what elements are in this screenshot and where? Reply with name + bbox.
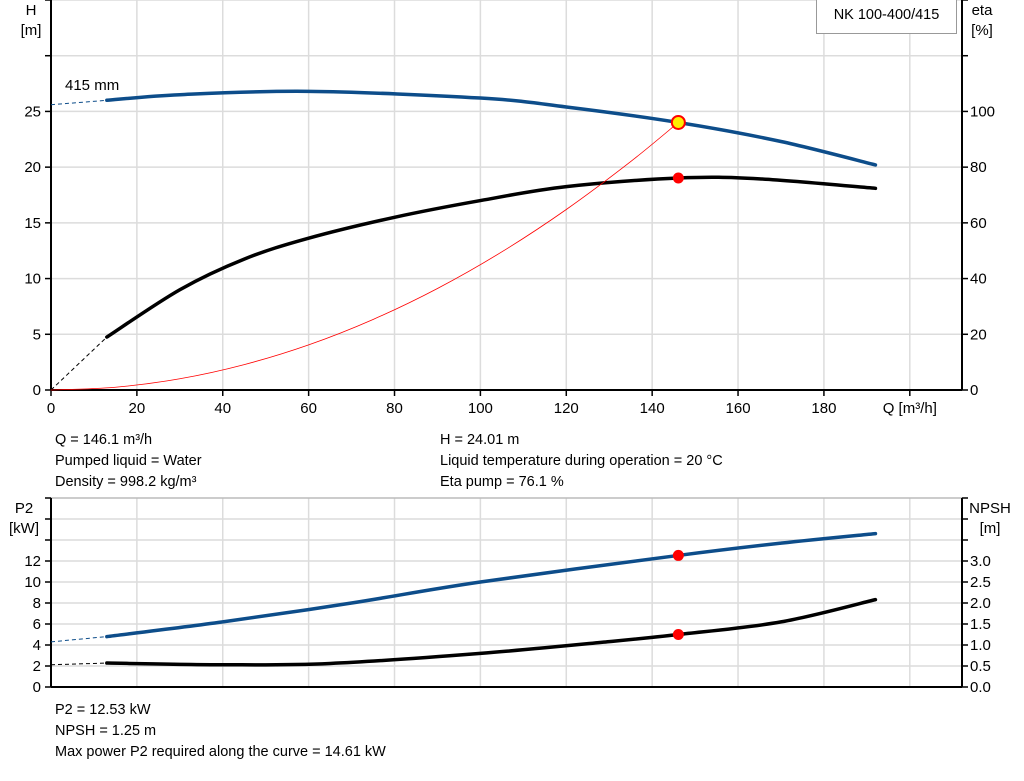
- y-tick-label-right: 2.5: [970, 574, 991, 591]
- y-axis-label-left: [m]: [21, 22, 42, 39]
- x-tick-label: 40: [214, 400, 231, 417]
- info-temperature: Liquid temperature during operation = 20…: [440, 453, 723, 469]
- impeller-diameter-label: 415 mm: [65, 77, 119, 94]
- y-tick-label-right: 60: [970, 215, 987, 232]
- y-axis-label-left: P2: [15, 500, 33, 517]
- info-liquid: Pumped liquid = Water: [55, 453, 202, 469]
- y-tick-label-left: 25: [24, 103, 41, 120]
- y-tick-label-right: 3.0: [970, 553, 991, 570]
- x-tick-label: 120: [554, 400, 579, 417]
- series-eta: [105, 175, 878, 339]
- info-bottom: P2 = 12.53 kW NPSH = 1.25 m Max power P2…: [55, 700, 386, 763]
- y-tick-label-left: 12: [24, 553, 41, 570]
- y-tick-label-left: 4: [33, 637, 41, 654]
- y-tick-label-left: 15: [24, 215, 41, 232]
- x-tick-label: 0: [47, 400, 55, 417]
- y-tick-label-right: 2.0: [970, 595, 991, 612]
- y-tick-label-left: 10: [24, 271, 41, 288]
- y-tick-label-left: 10: [24, 574, 41, 591]
- info-eta: Eta pump = 76.1 %: [440, 474, 564, 490]
- x-axis-label: Q [m³/h]: [883, 400, 937, 417]
- y-tick-label-left: 8: [33, 595, 41, 612]
- x-tick-label: 20: [129, 400, 146, 417]
- y-tick-label-right: 0: [970, 382, 978, 399]
- y-axis-label-right: [m]: [980, 520, 1001, 537]
- y-tick-label-right: 20: [970, 326, 987, 343]
- info-npsh: NPSH = 1.25 m: [55, 723, 157, 739]
- operating-point-npsh: [672, 629, 684, 640]
- info-max-p2: Max power P2 required along the curve = …: [55, 744, 386, 760]
- info-p2: P2 = 12.53 kW: [55, 702, 151, 718]
- y-tick-label-left: 0: [33, 382, 41, 399]
- y-tick-label-right: 1.0: [970, 637, 991, 654]
- x-tick-label: 80: [386, 400, 403, 417]
- x-tick-label: 100: [468, 400, 493, 417]
- info-flow: Q = 146.1 m³/h: [55, 432, 153, 448]
- info-top-right: H = 24.01 m Liquid temperature during op…: [440, 430, 723, 493]
- y-tick-label-right: 100: [970, 103, 995, 120]
- info-top-left: Q = 146.1 m³/h Pumped liquid = Water Den…: [55, 430, 202, 493]
- y-tick-label-left: 2: [33, 658, 41, 675]
- info-head: H = 24.01 m: [440, 432, 520, 448]
- info-density: Density = 998.2 kg/m³: [55, 474, 197, 490]
- y-tick-label-left: 20: [24, 159, 41, 176]
- series-npsh: [105, 597, 878, 667]
- y-tick-label-left: 0: [33, 679, 41, 696]
- series-extrapolation-eta: [50, 336, 108, 391]
- x-tick-label: 60: [300, 400, 317, 417]
- x-tick-label: 140: [640, 400, 665, 417]
- y-axis-label-right: eta: [972, 2, 994, 19]
- y-tick-label-right: 80: [970, 159, 987, 176]
- y-axis-label-right: [%]: [971, 22, 993, 39]
- series-p2: [105, 531, 878, 639]
- y-tick-label-left: 5: [33, 326, 41, 343]
- y-tick-label-left: 6: [33, 616, 41, 633]
- y-tick-label-right: 0.5: [970, 658, 991, 675]
- y-tick-label-right: 0.0: [970, 679, 991, 696]
- series-h: [105, 89, 878, 167]
- x-tick-label: 160: [726, 400, 751, 417]
- series-extrapolation-p2: [50, 636, 107, 643]
- pump-model-title: NK 100-400/415: [816, 0, 957, 34]
- y-axis-label-left: [kW]: [9, 520, 39, 537]
- y-axis-label-left: H: [26, 2, 37, 19]
- y-axis-label-right: NPSH: [969, 500, 1011, 517]
- series-system-curve: [50, 122, 679, 391]
- x-tick-label: 180: [811, 400, 836, 417]
- series-extrapolation-npsh: [50, 662, 107, 666]
- operating-point-h: [670, 114, 686, 130]
- series-extrapolation-h: [50, 99, 107, 106]
- operating-point-eta: [672, 172, 684, 184]
- operating-point-p2: [672, 549, 684, 561]
- y-tick-label-right: 40: [970, 271, 987, 288]
- y-tick-label-right: 1.5: [970, 616, 991, 633]
